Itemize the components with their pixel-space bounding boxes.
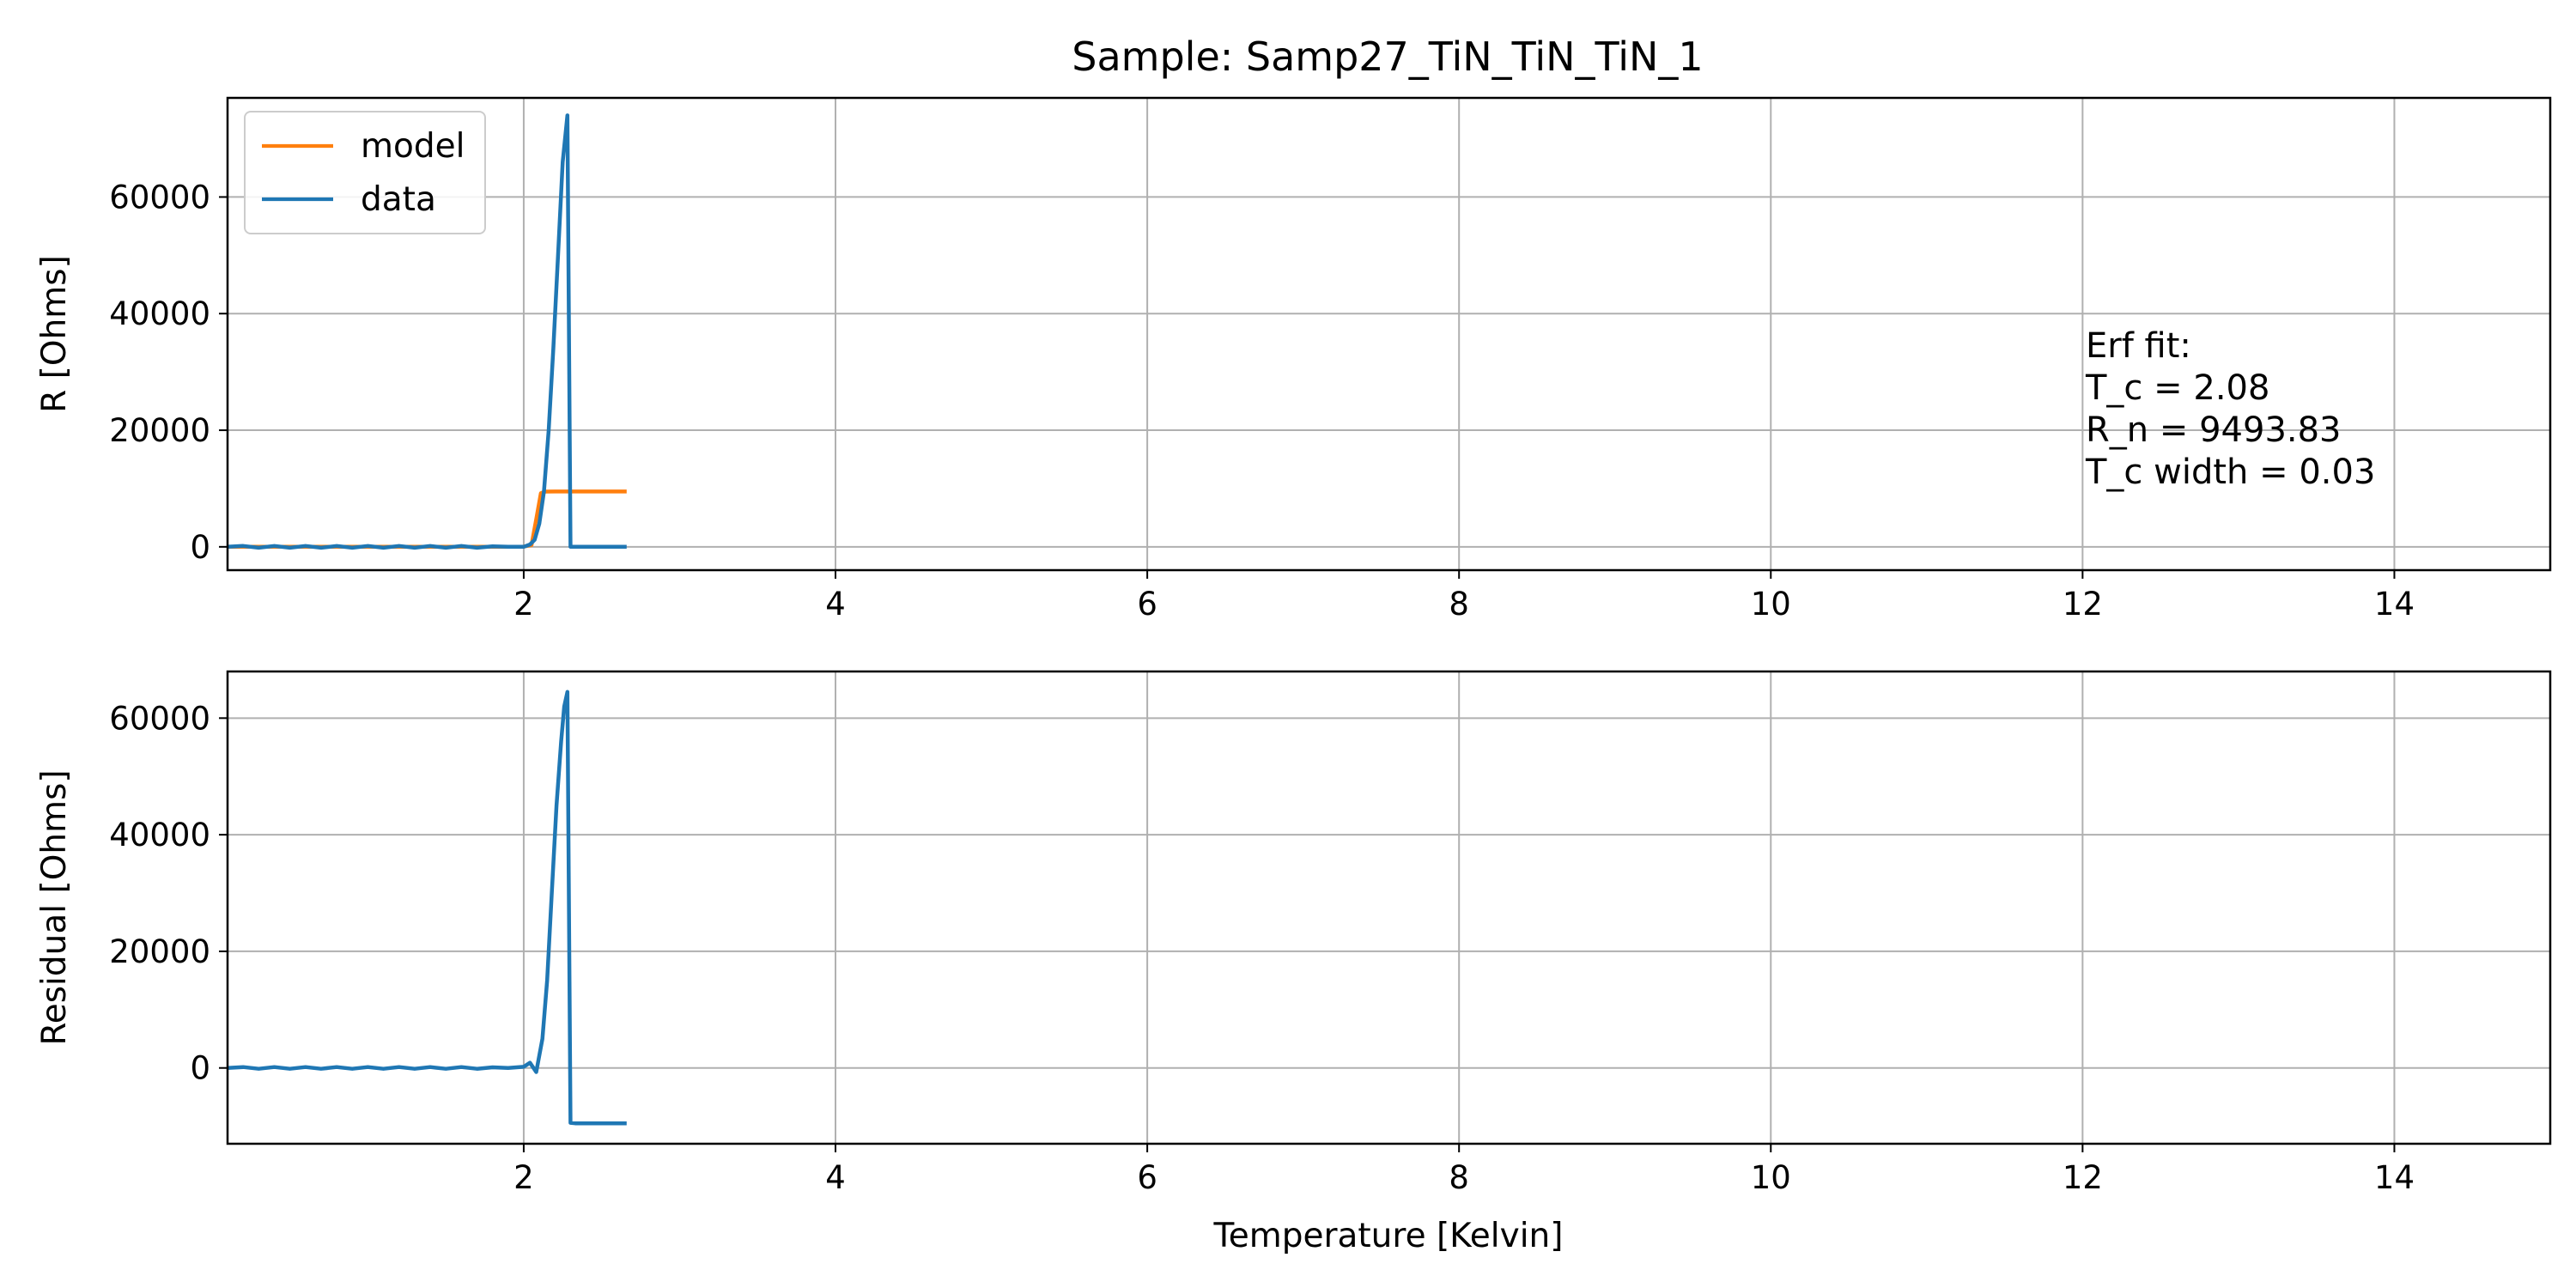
bottom-x-tick-label: 6	[1137, 1159, 1157, 1196]
fit-annotation: Erf fit: T_c = 2.08 R_n = 9493.83 T_c wi…	[2085, 326, 2375, 492]
bottom-panel-ticks: 2 4 6 8 10 12 14 0 20000 40000 60000	[109, 700, 2415, 1196]
bottom-panel: 2 4 6 8 10 12 14 0 20000 40000 60000 Residual [Ohm…	[35, 670, 2552, 1255]
bottom-residual-line	[227, 690, 627, 1126]
bottom-x-tick-label: 2	[513, 1159, 534, 1196]
top-panel-frame	[226, 96, 2552, 572]
top-panel: 2 4 6 8 10 12 14 0 20000 40000 60000 R [Ohms] mode…	[35, 96, 2552, 623]
top-y-tick-label: 40000	[109, 295, 210, 332]
bottom-x-tick-label: 8	[1449, 1159, 1469, 1196]
top-y-tick-label: 0	[190, 529, 210, 566]
top-x-tick-label: 12	[2063, 586, 2103, 623]
top-y-tick-label: 20000	[109, 412, 210, 449]
top-x-tick-label: 14	[2374, 586, 2415, 623]
annotation-line-1: Erf fit:	[2086, 326, 2191, 366]
legend-label-data: data	[361, 180, 436, 219]
bottom-y-tick-label: 60000	[109, 700, 210, 737]
bottom-y-tick-label: 40000	[109, 817, 210, 854]
bottom-y-tick-label: 0	[190, 1050, 210, 1087]
legend-box	[244, 111, 486, 234]
bottom-x-tick-label: 12	[2063, 1159, 2103, 1196]
bottom-panel-frame	[226, 670, 2552, 1145]
top-x-tick-label: 2	[513, 586, 534, 623]
legend-label-model: model	[361, 127, 465, 166]
top-panel-lines	[227, 113, 627, 550]
top-panel-ticks: 2 4 6 8 10 12 14 0 20000 40000 60000	[109, 179, 2415, 623]
top-y-axis-label: R [Ohms]	[35, 255, 74, 413]
top-y-tick-label: 60000	[109, 179, 210, 216]
annotation-line-4: T_c width = 0.03	[2085, 453, 2375, 492]
annotation-line-3: R_n = 9493.83	[2086, 410, 2342, 450]
bottom-panel-lines	[227, 690, 627, 1126]
bottom-x-tick-label: 10	[1751, 1159, 1791, 1196]
chart-title: Sample: Samp27_TiN_TiN_TiN_1	[1072, 33, 1703, 80]
top-x-tick-label: 4	[825, 586, 846, 623]
bottom-y-tick-label: 20000	[109, 933, 210, 970]
bottom-x-tick-label: 4	[825, 1159, 846, 1196]
bottom-y-axis-label: Residual [Ohms]	[35, 769, 74, 1045]
annotation-line-2: T_c = 2.08	[2085, 368, 2269, 408]
x-axis-label: Temperature [Kelvin]	[1213, 1217, 1564, 1255]
legend: model data	[244, 111, 486, 234]
top-x-tick-label: 6	[1137, 586, 1157, 623]
top-x-tick-label: 8	[1449, 586, 1469, 623]
bottom-x-tick-label: 14	[2374, 1159, 2415, 1196]
top-data-line	[227, 113, 627, 550]
bottom-panel-grid	[228, 671, 2550, 1144]
top-x-tick-label: 10	[1751, 586, 1791, 623]
